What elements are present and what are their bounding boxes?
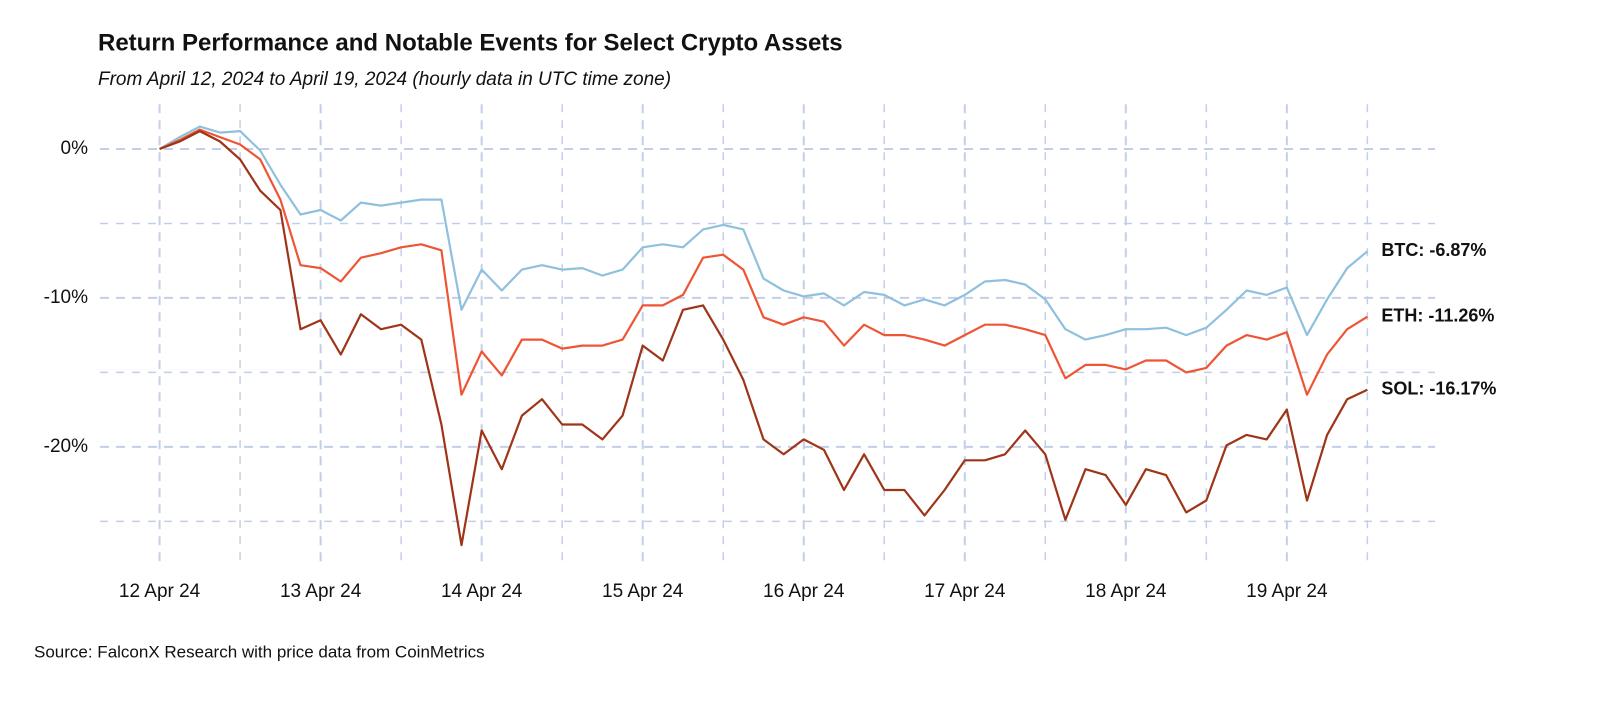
y-tick-label: -10% (44, 287, 88, 308)
x-tick-label: 18 Apr 24 (1085, 581, 1167, 602)
x-tick-label: 16 Apr 24 (763, 581, 845, 602)
series-line (159, 130, 1368, 547)
x-tick-label: 15 Apr 24 (602, 581, 684, 602)
y-tick-label: -20% (44, 436, 88, 457)
x-tick-label: 14 Apr 24 (441, 581, 523, 602)
x-tick-label: 13 Apr 24 (280, 581, 362, 602)
source-note: Source: FalconX Research with price data… (34, 642, 485, 661)
x-tick-label: 19 Apr 24 (1246, 581, 1328, 602)
chart-subtitle: From April 12, 2024 to April 19, 2024 (h… (98, 69, 671, 90)
series-line (159, 128, 1368, 396)
series-end-label: SOL: -16.17% (1381, 379, 1496, 399)
x-tick-label: 17 Apr 24 (924, 581, 1006, 602)
series-end-label: BTC: -6.87% (1381, 240, 1486, 260)
x-tick-label: 12 Apr 24 (119, 581, 201, 602)
series-end-label: ETH: -11.26% (1381, 305, 1494, 325)
chart-title: Return Performance and Notable Events fo… (98, 29, 843, 56)
series-line (159, 125, 1369, 341)
y-tick-label: 0% (61, 138, 89, 159)
